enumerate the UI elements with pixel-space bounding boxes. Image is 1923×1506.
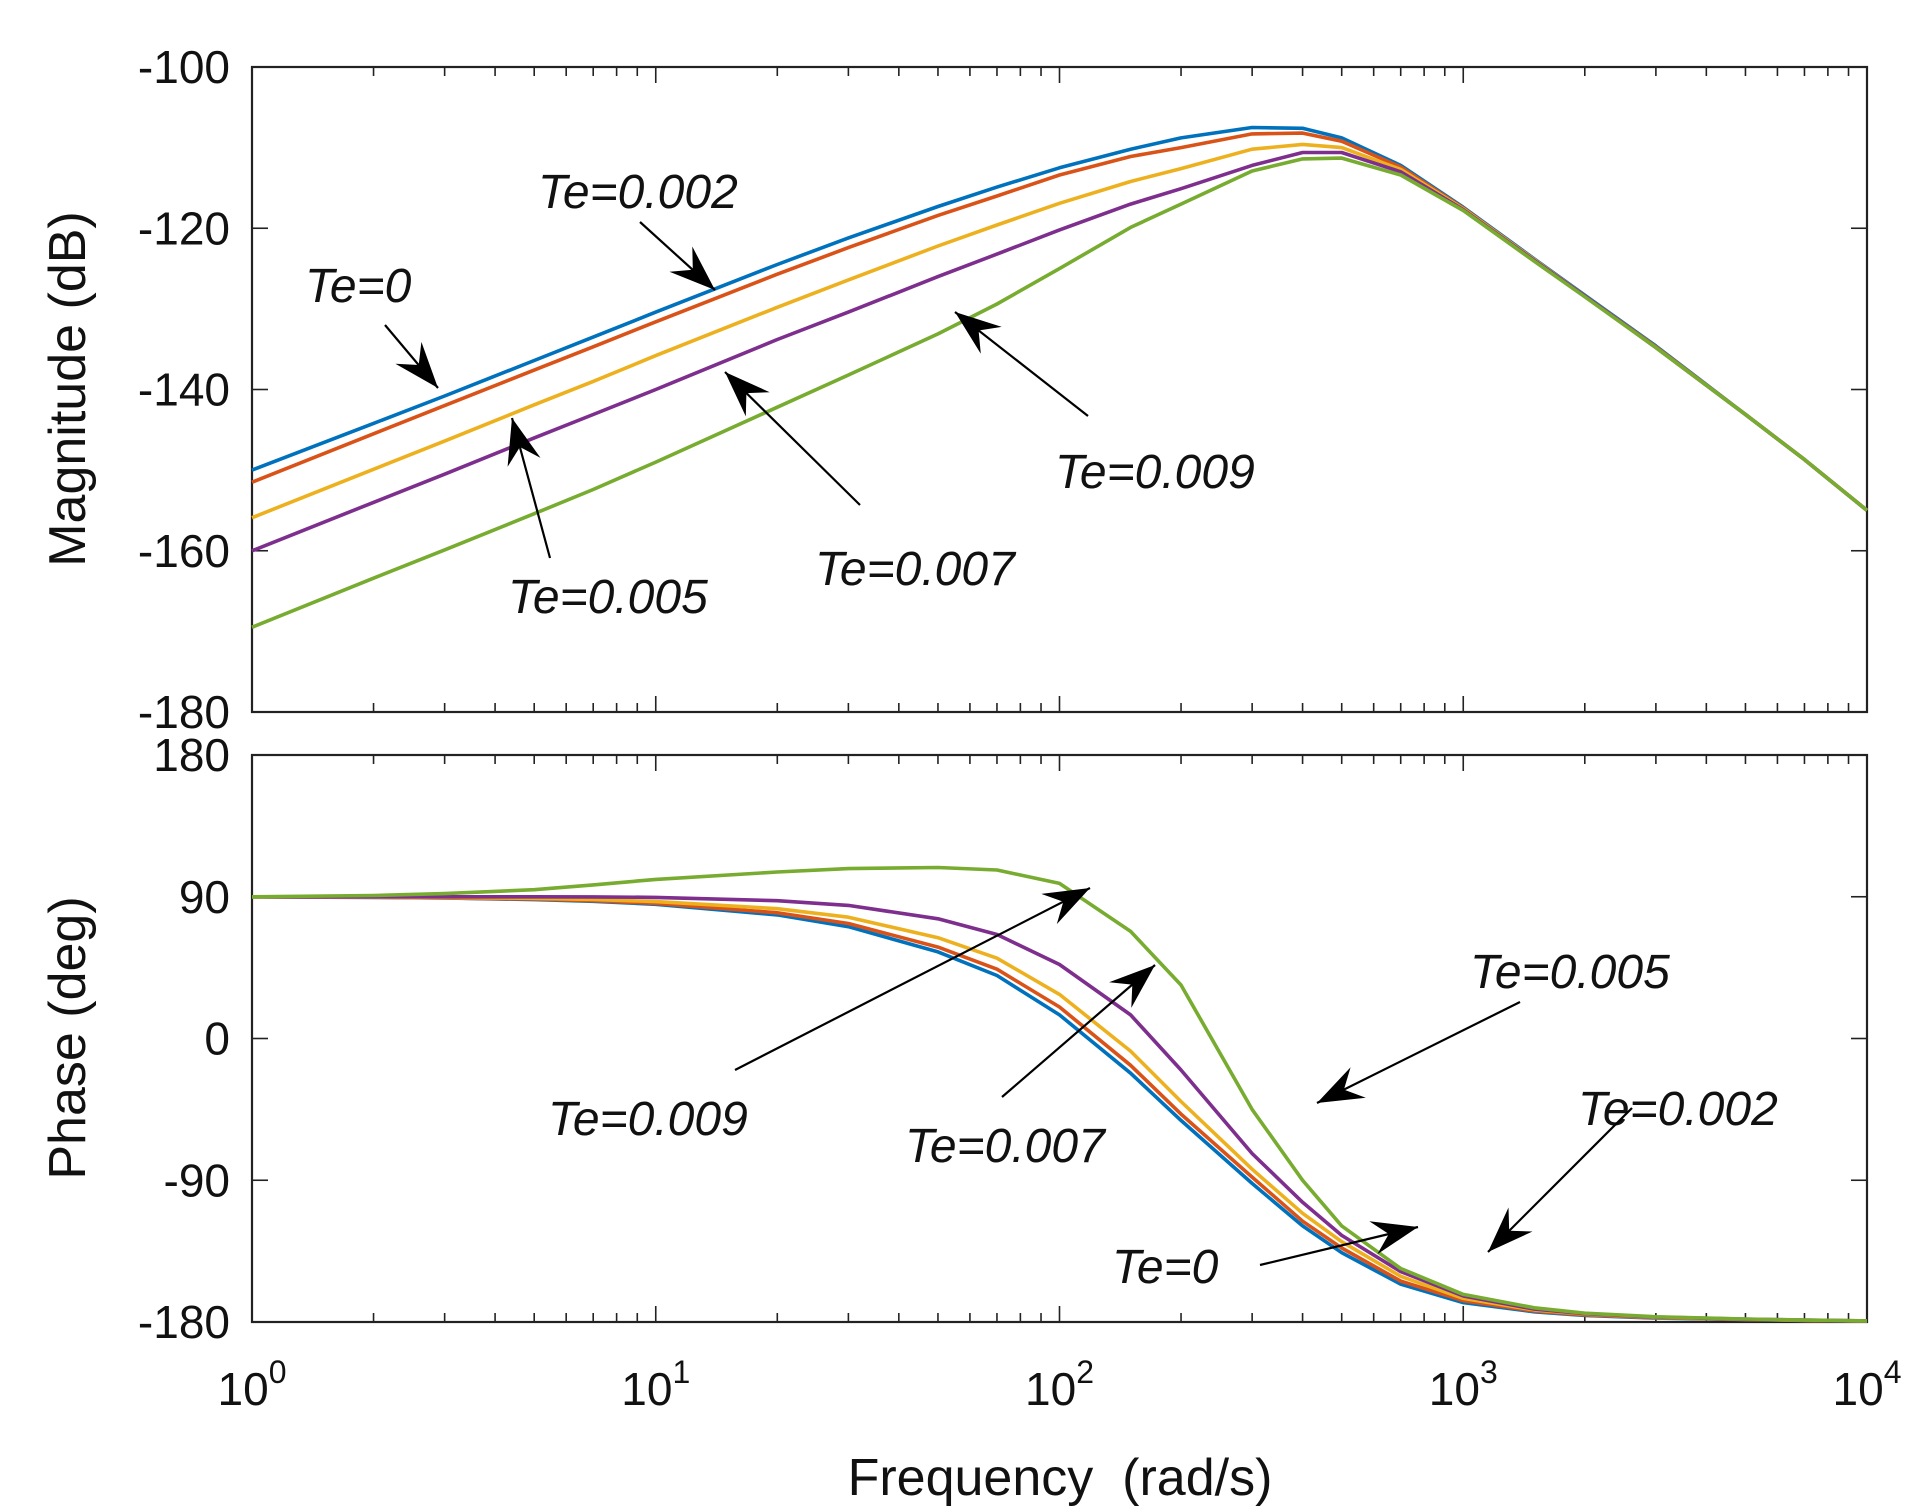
annotation-arrowhead — [955, 312, 1002, 354]
annotation-arrowhead — [1369, 1221, 1418, 1255]
y-tick-label: -180 — [138, 1296, 230, 1348]
annotation-arrowhead — [507, 418, 541, 467]
phase-axes-frame — [250, 753, 1869, 1324]
annotation-arrowhead — [1109, 965, 1155, 1008]
magnitude-y-axis-label: Magnitude (dB) — [39, 211, 97, 567]
annotation-leader — [1001, 964, 1156, 1098]
phase-series-te-0-009 — [251, 865, 1868, 1323]
annotation-label: Te=0.009 — [1055, 446, 1255, 499]
annotations: Te=0 Te=0.002 Te=0.005 Te=0.007 Te=0.009 Te=0… — [305, 166, 1778, 1294]
annotation-arrowhead — [395, 341, 438, 388]
annotation-label: Te=0.007 — [815, 543, 1017, 596]
x-tick-label: 100 — [218, 1354, 287, 1415]
magnitude-series — [251, 125, 1869, 629]
annotation-label: Te=0.002 — [538, 166, 738, 219]
y-tick-label: -140 — [138, 364, 230, 416]
annotation-arrowhead — [1317, 1067, 1366, 1103]
annotation-arrowhead — [669, 246, 715, 290]
magnitude-series-te-0-009 — [251, 156, 1869, 629]
annotation-leader — [1487, 1107, 1633, 1253]
annotation-label: Te=0.009 — [548, 1093, 748, 1146]
annotation-label: Te=0.002 — [1578, 1083, 1778, 1136]
magnitude-panel: -100 -120 -140 -160 -180 Magnitude (dB) — [39, 41, 1869, 738]
annotation-leader — [734, 887, 1091, 1071]
x-tick-label: 102 — [1025, 1354, 1094, 1415]
magnitude-ticks — [252, 66, 1867, 713]
y-tick-label: 0 — [204, 1013, 230, 1065]
x-tick-label: 101 — [621, 1354, 690, 1415]
phase-y-axis-label: Phase (deg) — [39, 896, 97, 1179]
annotation-label: Te=0.005 — [508, 571, 708, 624]
annotation-label: Te=0 — [1112, 1241, 1219, 1294]
phase-y-tick-labels: 180 90 0 -90 -180 — [138, 729, 230, 1348]
x-tick-label: 103 — [1429, 1354, 1498, 1415]
y-tick-label: 90 — [179, 871, 230, 923]
annotation-label: Te=0.005 — [1470, 946, 1670, 999]
x-axis-label: Frequency (rad/s) — [848, 1449, 1273, 1506]
phase-ticks — [252, 754, 1867, 1323]
annotation-arrowhead — [1041, 888, 1090, 925]
x-tick-labels: 100 101 102 103 104 — [218, 1354, 1902, 1415]
y-tick-label: 180 — [153, 729, 230, 781]
y-tick-label: -180 — [138, 686, 230, 738]
annotation-label: Te=0.007 — [905, 1120, 1107, 1173]
y-tick-label: -100 — [138, 41, 230, 93]
y-tick-label: -120 — [138, 202, 230, 254]
phase-panel: 180 90 0 -90 -180 Phase (deg) — [39, 729, 1869, 1348]
annotation-leader — [724, 371, 861, 506]
magnitude-axes-frame — [250, 65, 1869, 714]
annotation-arrowhead — [725, 372, 770, 417]
x-tick-label: 104 — [1833, 1354, 1902, 1415]
annotation-leader — [1316, 1001, 1521, 1104]
y-tick-label: -90 — [164, 1154, 230, 1206]
y-tick-label: -160 — [138, 525, 230, 577]
phase-series — [251, 865, 1868, 1323]
annotation-label: Te=0 — [305, 260, 412, 313]
annotation-arrowhead — [1488, 1207, 1533, 1252]
magnitude-y-tick-labels: -100 -120 -140 -160 -180 — [138, 41, 230, 738]
